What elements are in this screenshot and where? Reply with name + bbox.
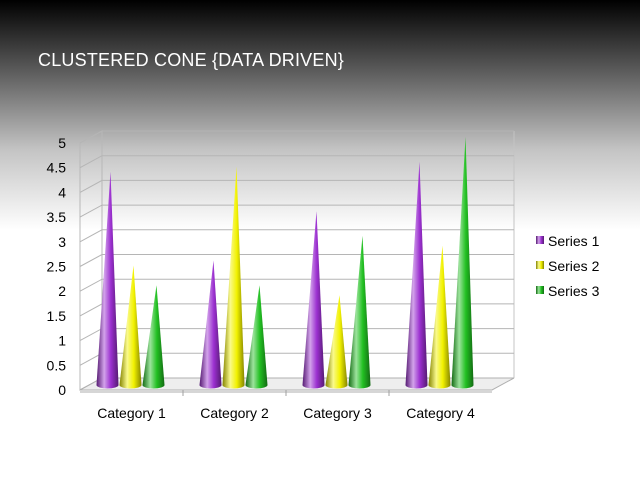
legend: Series 1 Series 2 Series 3 — [536, 233, 600, 299]
legend-entry: Series 1 — [536, 233, 600, 249]
x-tick-label: Category 3 — [303, 405, 372, 421]
cone-body — [119, 265, 142, 389]
cone-series — [96, 137, 474, 389]
legend-label: Series 1 — [548, 233, 600, 249]
cone-2-2 — [222, 166, 245, 389]
cone-1-2 — [199, 260, 222, 389]
y-tick-label: 4 — [58, 184, 66, 200]
chart-walls — [79, 130, 515, 391]
y-tick-label: 0 — [58, 382, 66, 398]
cone-2-3 — [325, 295, 348, 389]
y-tick-label: 1.5 — [47, 308, 67, 324]
cone-1-1 — [96, 171, 119, 389]
x-tick-label: Category 4 — [406, 405, 475, 421]
chart-floor — [79, 377, 515, 396]
cone-3-3 — [348, 235, 371, 389]
gridline — [79, 229, 514, 243]
cone-1-4 — [405, 161, 428, 389]
y-tick-label: 4.5 — [47, 160, 67, 176]
legend-entry: Series 2 — [536, 258, 600, 274]
x-tick-label: Category 1 — [97, 405, 166, 421]
cone-body — [96, 171, 119, 389]
gridlines — [79, 130, 514, 391]
gridline — [79, 303, 514, 317]
y-tick-label: 1 — [58, 333, 66, 349]
cone-body — [199, 260, 222, 389]
y-tick-label: 3 — [58, 234, 66, 250]
y-tick-label: 5 — [58, 135, 66, 151]
y-tick-label: 2 — [58, 283, 66, 299]
cone-body — [222, 166, 245, 389]
cone-3-4 — [451, 137, 474, 389]
y-tick-label: 3.5 — [47, 209, 67, 225]
gridline — [79, 130, 514, 144]
cone-2-4 — [428, 245, 451, 389]
cone-body — [428, 245, 451, 389]
y-tick-label: 0.5 — [47, 357, 67, 373]
gridline — [79, 179, 514, 193]
legend-swatch — [536, 236, 544, 244]
gridline — [79, 278, 514, 292]
cone-2-1 — [119, 265, 142, 389]
cone-body — [348, 235, 371, 389]
x-tick-label: Category 2 — [200, 405, 269, 421]
gridline — [79, 155, 514, 169]
cone-3-1 — [142, 285, 165, 389]
y-tick-label: 2.5 — [47, 259, 67, 275]
y-axis-tick-labels: 0 0.5 1 1.5 2 2.5 3 3.5 4 4.5 5 — [47, 135, 67, 398]
cone-body — [245, 285, 268, 389]
gridline — [79, 204, 514, 218]
legend-label: Series 3 — [548, 283, 600, 299]
legend-swatch — [536, 286, 544, 294]
cone-body — [451, 137, 474, 389]
cone-body — [325, 295, 348, 389]
cone-1-3 — [302, 211, 325, 389]
gridline — [79, 254, 514, 267]
cone-body — [302, 211, 325, 389]
legend-entry: Series 3 — [536, 283, 600, 299]
legend-label: Series 2 — [548, 258, 600, 274]
cone-body — [142, 285, 165, 389]
legend-swatch — [536, 261, 544, 269]
cone-body — [405, 161, 428, 389]
slide-title: CLUSTERED CONE {DATA DRIVEN} — [38, 50, 345, 70]
x-axis-tick-labels: Category 1 Category 2 Category 3 Category 4 — [97, 405, 475, 421]
gridline — [79, 328, 514, 342]
cone-3-2 — [245, 285, 268, 389]
